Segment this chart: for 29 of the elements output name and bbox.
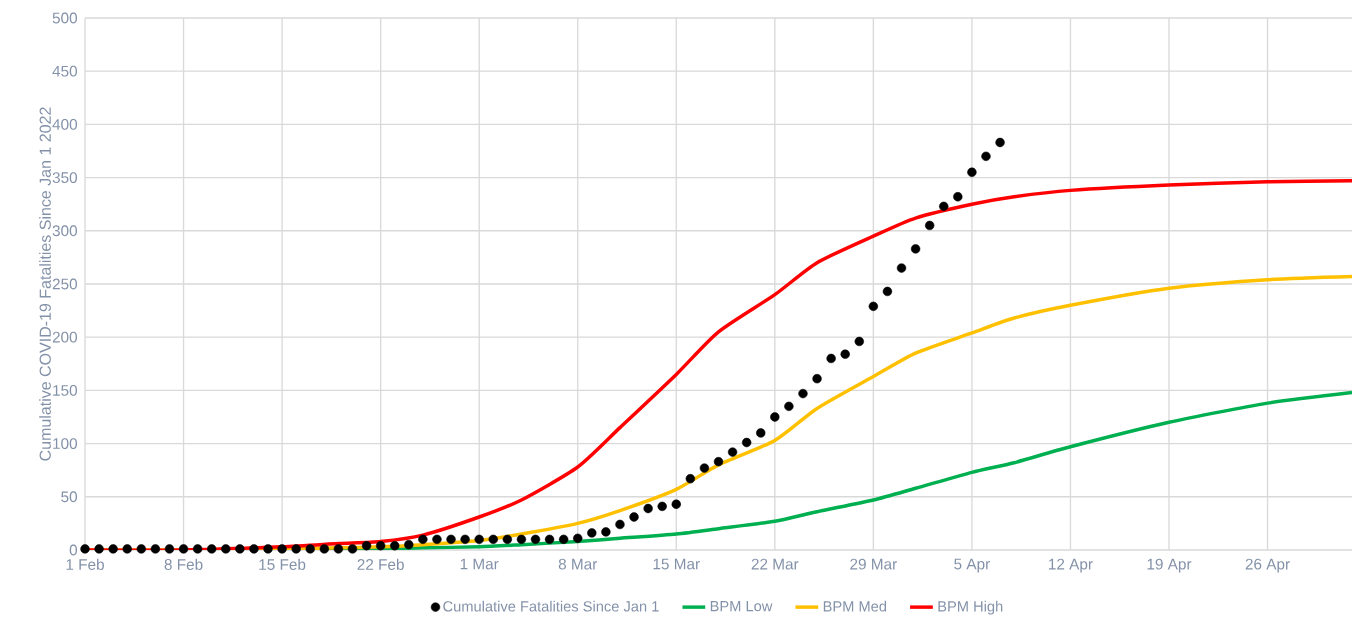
x-tick-label: 19 Apr [1147, 558, 1192, 573]
y-tick-label: 200 [52, 331, 78, 343]
y-tick-label: 350 [52, 172, 78, 184]
x-tick-label: 26 Apr [1245, 558, 1290, 573]
y-tick-label: 450 [52, 65, 78, 77]
x-tick-label: 15 Mar [653, 558, 700, 570]
x-tick-label: 12 Apr [1049, 558, 1093, 573]
x-tick-label: 8 Mar [558, 558, 598, 570]
legend-label: Cumulative Fatalities Since Jan 1 [443, 600, 659, 612]
y-tick-label: 100 [53, 438, 78, 450]
legend-label: BPM Med [823, 600, 887, 612]
y-tick-label: 50 [61, 491, 78, 503]
y-axis-title: Cumulative COVID-19 Fatalities Since Jan 1 2022 [39, 107, 51, 461]
x-tick-label: 22 Mar [751, 558, 799, 570]
x-tick-label: 22 Feb [357, 558, 404, 570]
x-tick-label: 1 Feb [66, 558, 104, 570]
y-tick-label: 400 [52, 118, 78, 130]
legend-label: BPM High [938, 600, 1003, 615]
y-tick-label: 250 [52, 278, 78, 290]
x-tick-label: 29 Mar [850, 558, 897, 570]
x-tick-label: 15 Feb [259, 558, 306, 570]
x-tick-label: 8 Feb [164, 558, 203, 570]
x-tick-label: 1 Mar [460, 558, 499, 570]
y-tick-label: 500 [52, 12, 78, 24]
y-tick-label: 0 [69, 544, 78, 556]
y-tick-label: 150 [53, 384, 78, 396]
x-tick-label: 5 Apr [954, 558, 990, 573]
legend-label: BPM Low [710, 601, 773, 612]
y-tick-label: 300 [52, 225, 78, 237]
